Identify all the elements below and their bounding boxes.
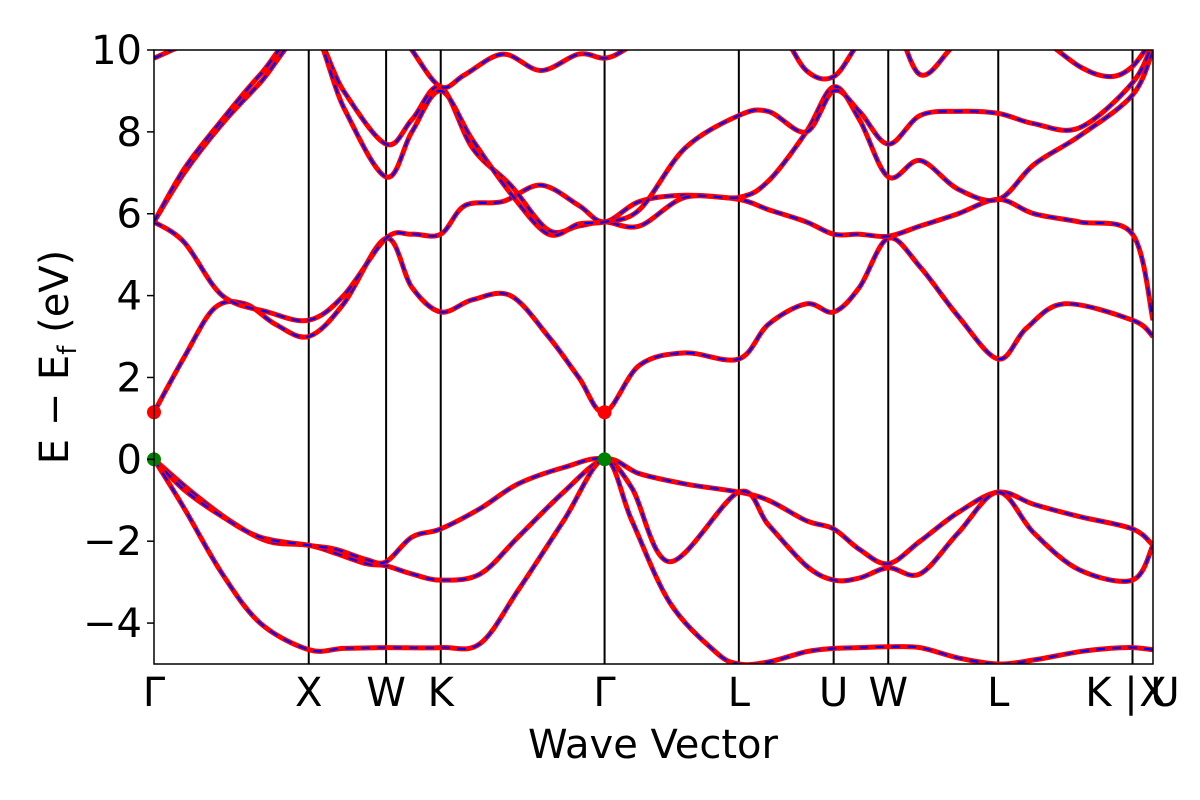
y-tick-label: 6 <box>117 192 142 238</box>
y-axis-label: E − Ef (eV) <box>32 250 83 465</box>
band-overlay-line-2 <box>154 457 1153 583</box>
y-tick-label: 2 <box>117 355 142 401</box>
y-tick-label: 10 <box>91 28 142 74</box>
y-axis-label-unit: (eV) <box>32 250 78 346</box>
band-overlay-line-4 <box>154 236 1153 414</box>
y-tick-label: 4 <box>117 274 142 320</box>
plot-frame <box>153 49 1154 665</box>
y-tick-label: −2 <box>83 519 142 565</box>
y-tick-label: 8 <box>117 110 142 156</box>
x-tick-label: U <box>819 670 848 716</box>
x-tick-label: X <box>1139 670 1166 716</box>
x-tick-label: X <box>295 670 322 716</box>
band-overlay-line-5 <box>154 183 1153 322</box>
x-tick-label: K <box>428 670 456 716</box>
band-overlay-line-7 <box>154 50 1151 237</box>
vbm-marker <box>597 452 612 467</box>
x-tick-label: W <box>868 670 908 716</box>
band-overlay-line-6 <box>154 50 1153 234</box>
x-axis-label: Wave Vector <box>528 722 779 768</box>
cbm-marker <box>597 405 612 420</box>
y-tick-label: −4 <box>83 601 142 647</box>
y-tick-label: 0 <box>117 437 142 483</box>
band-overlay-line-1 <box>154 457 1153 582</box>
x-tick-label: K | U <box>1085 670 1179 716</box>
x-tick-label: L <box>728 670 751 716</box>
y-axis-label-subscript: f <box>53 345 83 355</box>
x-tick-label: Γ <box>143 670 166 716</box>
y-axis-label-main: E − E <box>32 355 78 465</box>
x-tick-label: L <box>987 670 1010 716</box>
bands <box>154 50 1153 664</box>
y-axis-ticks: −4 −2 0 2 4 6 8 10 <box>83 28 154 647</box>
x-tick-label: W <box>366 670 406 716</box>
x-tick-label: Γ <box>593 670 616 716</box>
